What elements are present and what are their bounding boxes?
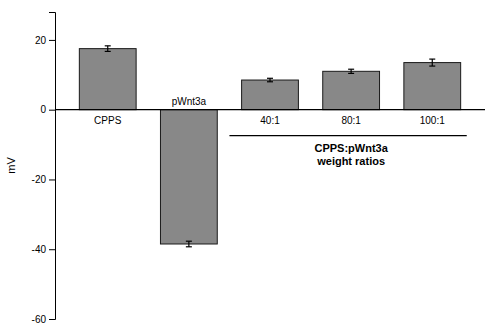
y-axis-line (49, 13, 56, 320)
y-tick-label: 20 (35, 35, 47, 46)
error-bar-cap (348, 73, 354, 74)
y-tick-label: 0 (40, 104, 46, 115)
error-bar-cap (429, 65, 435, 66)
category-label: 80:1 (341, 115, 361, 126)
error-bar-stem (351, 69, 352, 73)
annotation-line-text: weight ratios (316, 155, 385, 167)
plot: -60 -40 -20 0 20 mV CPPS pWnt3a 40:1 80:1 100:1 CPP… (5, 13, 485, 325)
error-bar-cap (186, 241, 192, 242)
error-bar (105, 46, 111, 52)
y-tick-mark (49, 319, 55, 320)
y-tick: 20 (35, 35, 55, 46)
y-tick-mark (49, 179, 55, 180)
error-bar-cap (105, 45, 111, 46)
category-label: 40:1 (260, 115, 280, 126)
annotation: CPPS:pWnt3aweight ratios (314, 142, 388, 167)
bar (323, 71, 380, 109)
y-tick: -60 (32, 314, 55, 325)
error-bar-stem (188, 241, 189, 247)
y-axis-title: mV (5, 157, 17, 174)
annotation-line-text: CPPS:pWnt3a (314, 142, 388, 154)
y-axis: -60 -40 -20 0 20 (32, 13, 56, 325)
error-bar-cap (267, 81, 273, 82)
error-bar-cap (348, 69, 354, 70)
y-tick: -40 (32, 244, 55, 255)
category-label: 100:1 (420, 115, 445, 126)
y-tick: 0 (40, 104, 55, 115)
error-bar-cap (105, 51, 111, 52)
bar (160, 110, 217, 244)
error-bar-stem (107, 46, 108, 52)
annotation-line (229, 135, 466, 136)
error-bar-cap (186, 246, 192, 247)
error-bar-stem (432, 59, 433, 66)
y-tick-mark (49, 40, 55, 41)
error-bar-cap (429, 58, 435, 59)
bar (404, 63, 461, 110)
error-bar (267, 78, 273, 81)
y-tick-label: -40 (32, 244, 47, 255)
error-bar (348, 69, 354, 73)
y-tick-label: -60 (32, 314, 47, 325)
category-label: pWnt3a (172, 96, 207, 107)
error-bar-cap (267, 78, 273, 79)
y-tick-mark (49, 249, 55, 250)
y-tick: -20 (32, 174, 55, 185)
bar (79, 49, 136, 110)
category-label: CPPS (94, 115, 122, 126)
y-tick-label: -20 (32, 174, 47, 185)
chart: -60 -40 -20 0 20 mV CPPS pWnt3a 40:1 80:1 100:1 CPP… (0, 0, 500, 331)
error-bar (429, 59, 435, 66)
y-tick-mark (49, 110, 55, 111)
zero-line (55, 109, 485, 110)
marks (55, 46, 485, 247)
error-bar (186, 241, 192, 247)
bar (242, 80, 299, 110)
